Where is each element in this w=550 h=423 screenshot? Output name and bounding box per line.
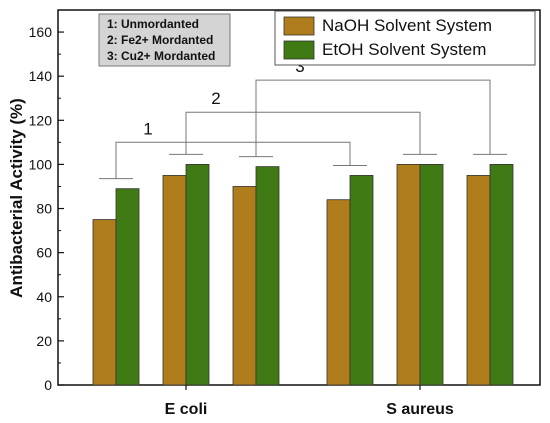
y-tick-label: 100 (29, 156, 53, 172)
legend-box (274, 10, 536, 66)
treatment-note-line-2: 2: Fe2+ Mordanted (107, 33, 213, 47)
bar-etoh-ecoli-1 (115, 188, 140, 386)
y-tick-label: 40 (36, 289, 52, 305)
bar-etoh-saureus-2 (419, 164, 444, 386)
bracket-label: 2 (211, 89, 220, 108)
bracket-label: 3 (295, 57, 304, 76)
y-tick-label: 60 (36, 245, 52, 261)
y-tick-label: 140 (29, 68, 53, 84)
treatment-note: 1: Unmordanted 2: Fe2+ Mordanted 3: Cu2+… (98, 13, 231, 67)
bracket-line (185, 111, 421, 155)
bars (92, 164, 514, 386)
bar-etoh-ecoli-2 (185, 164, 210, 386)
y-tick-label: 20 (36, 333, 52, 349)
bar-naoh-saureus-2 (396, 164, 421, 386)
treatment-note-line-1: 1: Unmordanted (107, 17, 199, 31)
bar-naoh-saureus-3 (466, 175, 491, 386)
bar-etoh-ecoli-3 (255, 166, 280, 386)
bracket-line (255, 79, 491, 157)
legend-label-naoh: NaOH Solvent System (322, 16, 492, 35)
bar-naoh-ecoli-3 (232, 186, 257, 386)
bar-naoh-saureus-1 (326, 199, 351, 386)
y-tick-label: 0 (44, 377, 52, 393)
y-tick-label: 120 (29, 112, 53, 128)
x-axis: E coli S aureus (165, 385, 454, 418)
x-category-label: S aureus (386, 401, 454, 418)
bar-etoh-saureus-1 (349, 175, 374, 386)
legend-label-etoh: EtOH Solvent System (322, 40, 486, 59)
legend-swatch-etoh (283, 40, 315, 60)
y-axis-label: Antibacterial Activity (%) (7, 98, 26, 298)
legend: NaOH Solvent System EtOH Solvent System (274, 10, 536, 66)
y-tick-label: 160 (29, 24, 53, 40)
legend-swatch-naoh (283, 16, 315, 36)
bracket-label: 1 (143, 119, 152, 138)
bar-naoh-ecoli-1 (92, 219, 117, 386)
treatment-note-line-3: 3: Cu2+ Mordanted (107, 49, 215, 63)
y-axis: 0 20 40 60 80 100 120 140 160 (29, 24, 64, 393)
bar-naoh-ecoli-2 (162, 175, 187, 386)
group-brackets: 1 2 3 (99, 57, 507, 180)
bracket-line (115, 141, 351, 179)
y-tick-label: 80 (36, 201, 52, 217)
x-category-label: E coli (165, 401, 208, 418)
bar-etoh-saureus-3 (489, 164, 514, 386)
treatment-note-box (98, 13, 231, 67)
